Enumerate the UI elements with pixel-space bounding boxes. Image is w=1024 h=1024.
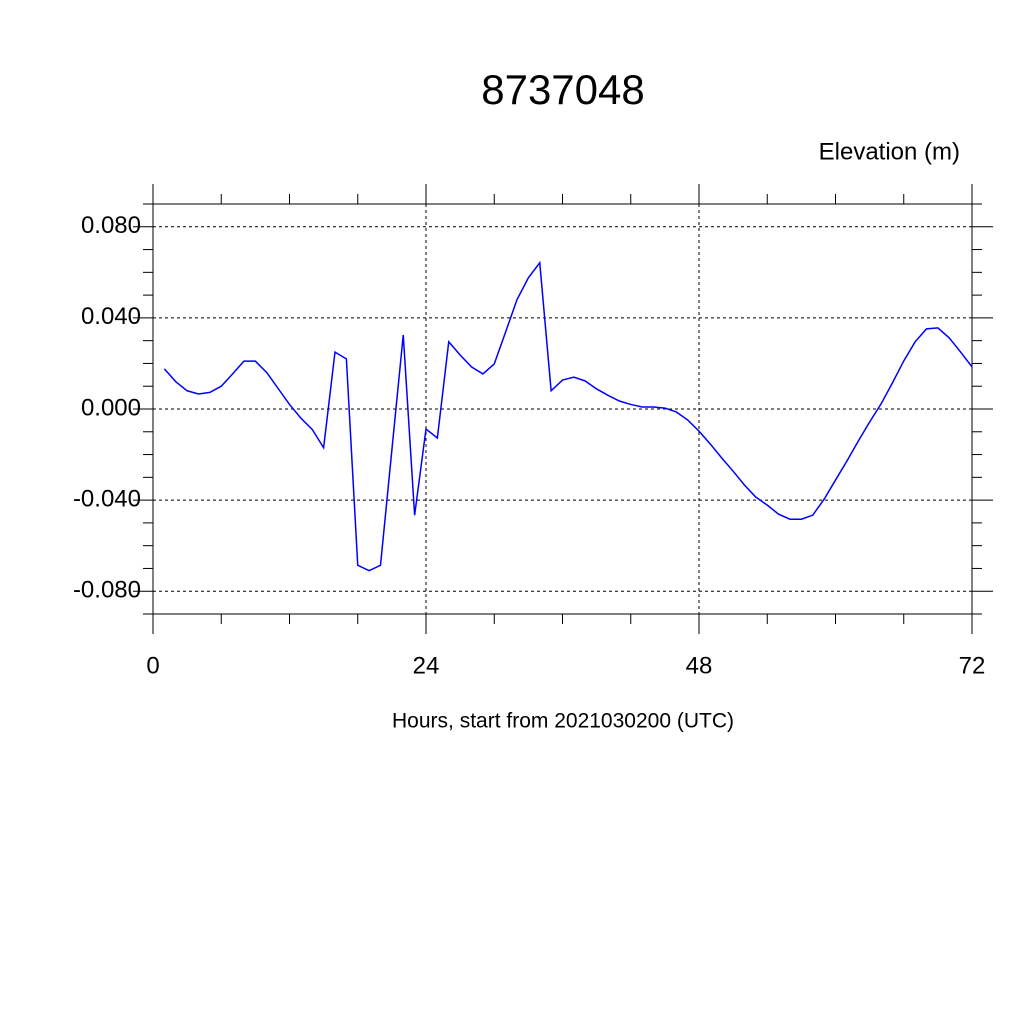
y-tick-label: 0.040 (81, 303, 141, 330)
x-axis-label: Hours, start from 2021030200 (UTC) (392, 710, 734, 733)
x-tick-label: 72 (959, 652, 986, 679)
x-tick-label: 24 (413, 652, 440, 679)
chart-title: 8737048 (481, 66, 645, 113)
y-axis-label: Elevation (m) (819, 138, 960, 165)
y-tick-label: -0.080 (73, 577, 141, 604)
y-tick-label: -0.040 (73, 485, 141, 512)
y-tick-label: 0.080 (81, 212, 141, 239)
data-line (163, 260, 973, 572)
x-tick-label: 0 (146, 652, 159, 679)
x-tick-label: 48 (686, 652, 713, 679)
y-tick-label: 0.000 (81, 394, 141, 421)
